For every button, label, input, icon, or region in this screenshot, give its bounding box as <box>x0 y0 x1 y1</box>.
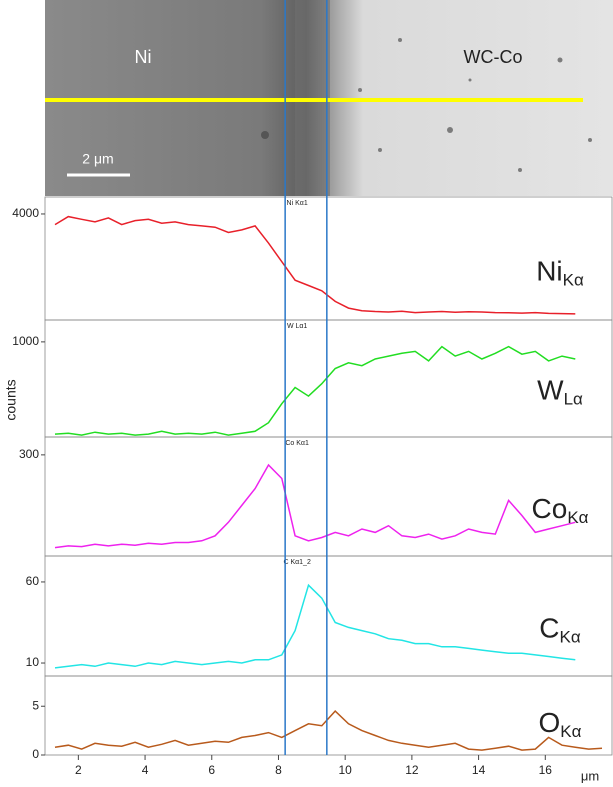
panel-frame <box>44 436 613 557</box>
ni-region-label: Ni <box>135 47 152 67</box>
panel-tag: Co Kα1 <box>285 440 309 447</box>
y-tick-label: 1000 <box>12 334 39 348</box>
series-label: NiKα <box>536 256 584 290</box>
scale-label: 2 μm <box>82 151 113 167</box>
series-subscript: Kα <box>560 722 581 741</box>
series-line <box>54 215 576 315</box>
series-subscript: Kα <box>560 628 581 647</box>
y-tick-label: 4000 <box>12 206 39 220</box>
x-tick-label: 2 <box>75 763 82 777</box>
series-subscript: Kα <box>567 508 588 527</box>
panel-tag: C Kα1_2 <box>283 559 311 566</box>
series-label: CKα <box>539 613 581 647</box>
series-subscript: Lα <box>564 390 583 409</box>
x-tick-label: 8 <box>275 763 282 777</box>
panel-tag: W Lα1 <box>287 323 307 330</box>
x-axis-label: μm <box>581 768 599 783</box>
speckles <box>261 38 592 172</box>
y-tick-label: 60 <box>26 574 40 588</box>
series-line <box>54 583 576 669</box>
series-name: C <box>539 613 559 644</box>
y-tick-label: 5 <box>32 698 39 712</box>
y-tick-label: 0 <box>32 747 39 761</box>
series-line <box>54 463 576 549</box>
x-tick-label: 10 <box>338 763 352 777</box>
series-name: Ni <box>536 256 562 287</box>
y-tick-label: 10 <box>26 655 40 669</box>
panel-frame <box>44 675 613 756</box>
panel-frame <box>44 555 613 677</box>
series-name: O <box>539 707 561 738</box>
series-line <box>54 710 603 751</box>
series-name: W <box>537 375 564 406</box>
series-line <box>54 345 576 436</box>
panel-frame <box>44 196 613 321</box>
series-label: CoKα <box>532 493 589 527</box>
x-tick-label: 12 <box>405 763 419 777</box>
x-tick-label: 6 <box>208 763 215 777</box>
y-axis-label: counts <box>3 379 19 420</box>
series-label: OKα <box>539 707 582 741</box>
wc-region-label: WC-Co <box>464 47 523 67</box>
series-label: WLα <box>537 375 583 409</box>
y-tick-label: 300 <box>19 447 39 461</box>
x-tick-label: 16 <box>539 763 553 777</box>
panel-tag: Ni Kα1 <box>287 200 308 207</box>
sem-image: Ni WC-Co 2 μm <box>45 0 613 196</box>
x-tick-label: 14 <box>472 763 486 777</box>
panel-frame <box>44 319 613 438</box>
series-name: Co <box>532 493 568 524</box>
x-tick-label: 4 <box>142 763 149 777</box>
series-subscript: Kα <box>563 271 584 290</box>
